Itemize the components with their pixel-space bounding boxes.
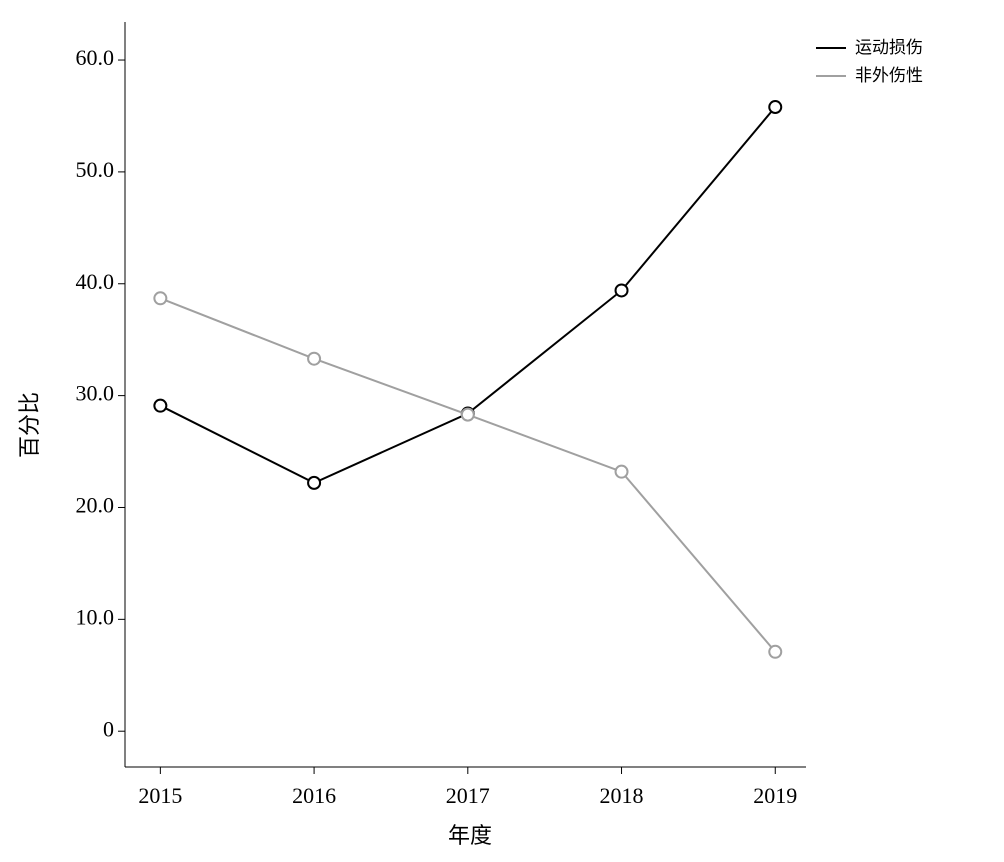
y-tick-label: 50.0 — [76, 157, 115, 182]
point — [614, 464, 629, 479]
point — [153, 291, 168, 306]
point — [153, 398, 168, 413]
point — [614, 283, 629, 298]
legend-label: 运动损伤 — [855, 38, 923, 58]
x-tick-label: 2019 — [753, 783, 797, 808]
y-tick-label: 40.0 — [76, 269, 115, 294]
x-tick-label: 2016 — [292, 783, 336, 808]
y-tick-label: 20.0 — [76, 493, 115, 518]
y-axis-label: 百分比 — [17, 392, 42, 458]
y-tick-label: 30.0 — [76, 381, 115, 406]
point — [307, 475, 322, 490]
point — [768, 100, 783, 115]
y-tick-label: 10.0 — [76, 604, 115, 629]
x-axis-label: 年度 — [448, 823, 492, 848]
point — [307, 351, 322, 366]
series-line — [159, 297, 777, 653]
point — [768, 644, 783, 659]
point — [460, 407, 475, 422]
legend-label: 非外伤性 — [855, 66, 923, 86]
series-line — [159, 106, 777, 484]
x-tick-label: 2015 — [138, 783, 182, 808]
y-tick-label: 60.0 — [76, 45, 115, 70]
x-tick-label: 2017 — [446, 783, 490, 808]
x-tick-label: 2018 — [600, 783, 644, 808]
y-tick-label: 0 — [103, 716, 114, 741]
